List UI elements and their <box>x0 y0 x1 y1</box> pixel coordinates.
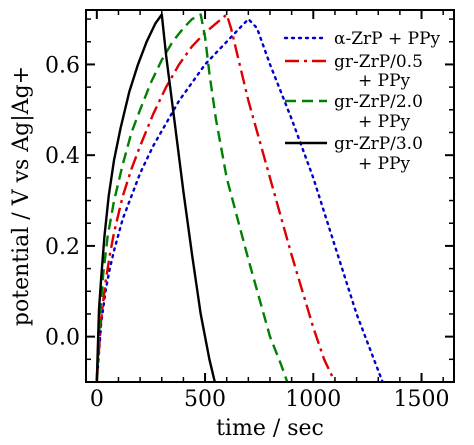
legend-label-4: + PPy <box>358 154 411 174</box>
y-axis-label: potential / V vs Ag|Ag+ <box>9 66 34 326</box>
y-tick-label: 0.2 <box>45 235 80 260</box>
x-tick-label: 0 <box>90 387 104 412</box>
legend-label-1: α-ZrP + PPy <box>334 29 441 49</box>
legend-label-2: + PPy <box>358 71 411 91</box>
legend-label-3: gr-ZrP/2.0 <box>334 92 423 112</box>
y-tick-label: 0.0 <box>45 326 80 351</box>
y-tick-label: 0.6 <box>45 53 80 78</box>
series-line-3 <box>95 13 289 382</box>
x-axis-label: time / sec <box>216 416 324 441</box>
series-line-2 <box>95 13 336 382</box>
ticks-layer: 0 500 1000 1500 0.0 0.2 0.4 0.6 <box>45 10 454 412</box>
y-tick-label: 0.4 <box>45 144 80 169</box>
legend-label-2: gr-ZrP/0.5 <box>334 52 423 72</box>
series-layer <box>95 13 384 382</box>
legend-label-4: gr-ZrP/3.0 <box>334 134 423 154</box>
series-line-1 <box>95 17 384 382</box>
x-tick-label: 1500 <box>394 387 450 412</box>
series-line-4 <box>95 13 216 382</box>
x-tick-label: 500 <box>184 387 226 412</box>
x-tick-label: 1000 <box>285 387 341 412</box>
legend-label-3: + PPy <box>358 112 411 132</box>
